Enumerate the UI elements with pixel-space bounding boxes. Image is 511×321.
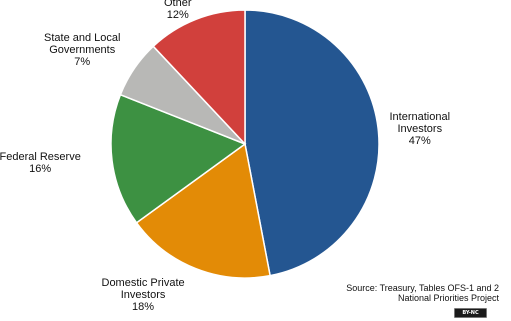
slice-label-line: Investors	[397, 123, 443, 135]
slice-label-line: Domestic Private	[101, 277, 185, 289]
slice-label-international-investors: International Investors 47%	[390, 111, 451, 147]
pie-slice-domestic-private-investors	[135, 142, 271, 279]
slice-percent-label: 7%	[74, 56, 91, 68]
slice-label-line: Investors	[120, 289, 166, 301]
cc-license-badge: BY-NC	[454, 308, 487, 318]
slice-label-line: Other	[164, 0, 192, 9]
slice-percent-label: 12%	[166, 9, 189, 21]
source-line-2: National Priorities Project	[397, 293, 499, 303]
source-note: Source: Treasury, Tables OFS-1 and 2 Nat…	[346, 283, 499, 303]
slice-label-other: Other 12%	[164, 0, 192, 21]
slice-percent-label: 16%	[29, 163, 52, 175]
slice-label-state-and-local-governments: State and Local Governments 7%	[44, 32, 120, 68]
slice-percent-label: 47%	[408, 135, 431, 147]
slice-label-line: State and Local	[44, 32, 121, 44]
slice-label-line: Governments	[49, 44, 116, 56]
source-line-1: Source: Treasury, Tables OFS-1 and 2	[346, 283, 499, 293]
pie-slice-other	[152, 9, 246, 146]
license-text: BY-NC	[462, 310, 479, 316]
slice-label-line: International	[389, 111, 451, 123]
slice-label-domestic-private-investors: Domestic Private Investors 18%	[102, 277, 185, 313]
slice-label-federal-reserve: Federal Reserve 16%	[0, 151, 81, 175]
slice-label-line: Federal Reserve	[0, 151, 81, 163]
slice-percent-label: 18%	[132, 301, 155, 313]
pie-slice-federal-reserve	[110, 93, 247, 224]
pie-slice-international-investors	[244, 9, 380, 277]
